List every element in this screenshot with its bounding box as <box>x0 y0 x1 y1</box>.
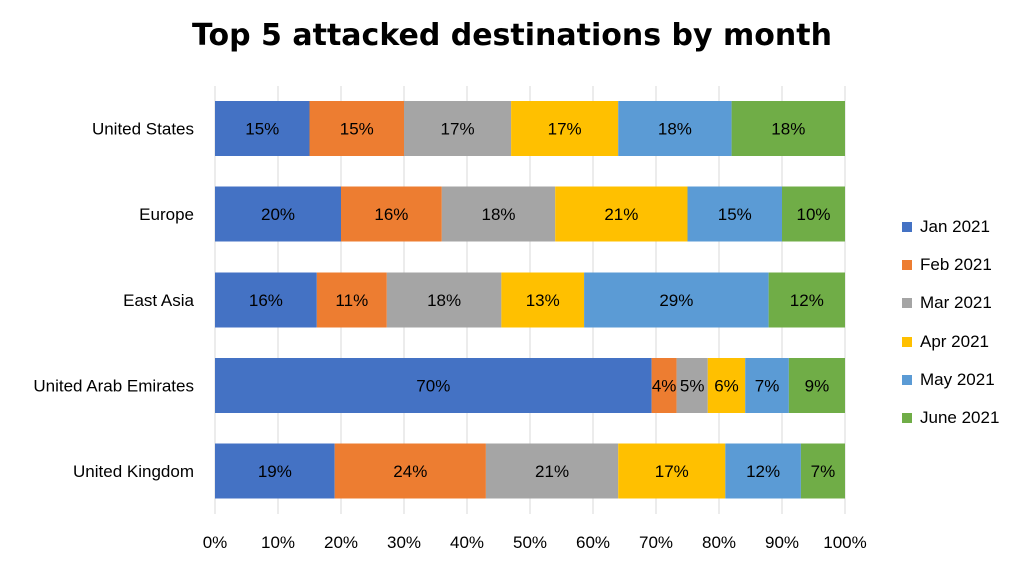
bar-segment <box>511 101 619 156</box>
x-tick-label: 100% <box>823 533 866 552</box>
legend-label: May 2021 <box>920 369 995 389</box>
data-label: 16% <box>249 291 283 310</box>
bar-segment <box>651 358 677 413</box>
legend-swatch <box>902 298 912 309</box>
data-label: 11% <box>335 291 368 310</box>
data-label: 17% <box>655 462 689 481</box>
data-label: 17% <box>441 120 475 139</box>
legend-label: June 2021 <box>920 408 1000 428</box>
data-label: 29% <box>659 291 693 310</box>
bar-segment <box>215 272 317 328</box>
bar-segment <box>334 443 486 499</box>
bar-segment <box>404 101 512 156</box>
x-tick-label: 60% <box>576 533 610 552</box>
bar-segment <box>725 443 801 499</box>
data-label: 7% <box>811 462 836 481</box>
chart-title: Top 5 attacked destinations by month <box>192 18 832 53</box>
data-label: 4% <box>652 377 677 396</box>
bar-segment <box>501 272 585 328</box>
bar-segment <box>676 358 708 413</box>
data-label: 18% <box>771 120 805 139</box>
bar-segment <box>215 443 335 499</box>
legend-item: June 2021 <box>902 399 999 437</box>
bar-segment <box>745 358 789 413</box>
x-tick-label: 70% <box>639 533 673 552</box>
bar-segment <box>584 272 769 328</box>
bar-segment <box>215 101 310 156</box>
data-label: 21% <box>535 462 569 481</box>
legend-swatch <box>902 374 912 385</box>
legend-label: Jan 2021 <box>920 217 990 237</box>
legend-swatch <box>902 336 912 347</box>
bar-segment <box>687 186 782 242</box>
legend-swatch <box>902 413 912 424</box>
legend-swatch <box>902 222 912 233</box>
data-label: 13% <box>526 291 560 310</box>
category-label: East Asia <box>123 291 194 310</box>
legend-item: Jan 2021 <box>902 208 999 246</box>
bar-segment <box>316 272 387 328</box>
x-tick-label: 30% <box>387 533 421 552</box>
legend-item: May 2021 <box>902 361 999 399</box>
bar-segment <box>707 358 746 413</box>
x-tick-label: 40% <box>450 533 484 552</box>
data-label: 12% <box>746 462 780 481</box>
data-label: 18% <box>481 205 515 224</box>
category-label: United Arab Emirates <box>33 377 194 396</box>
data-label: 16% <box>374 205 408 224</box>
bar-segment <box>782 186 845 242</box>
data-label: 21% <box>604 205 638 224</box>
bar-segment <box>215 358 652 413</box>
x-tick-label: 20% <box>324 533 358 552</box>
bar-segment <box>485 443 619 499</box>
data-label: 9% <box>805 377 830 396</box>
data-label: 15% <box>340 120 374 139</box>
data-label: 6% <box>714 377 739 396</box>
data-label: 5% <box>680 377 705 396</box>
bar-segment <box>341 186 442 242</box>
category-label: United Kingdom <box>73 462 194 481</box>
bar-segment <box>618 443 726 499</box>
legend-item: Mar 2021 <box>902 284 999 322</box>
data-label: 19% <box>258 462 292 481</box>
bar-segment <box>441 186 556 242</box>
bar-segment <box>309 101 404 156</box>
category-label: United States <box>92 120 194 139</box>
legend-label: Mar 2021 <box>920 293 992 313</box>
x-tick-label: 50% <box>513 533 547 552</box>
data-label: 18% <box>427 291 461 310</box>
legend-item: Apr 2021 <box>902 323 999 361</box>
category-label: Europe <box>139 205 194 224</box>
data-label: 15% <box>245 120 279 139</box>
bar-segment <box>386 272 502 328</box>
x-tick-label: 80% <box>702 533 736 552</box>
legend-label: Apr 2021 <box>920 331 989 351</box>
data-label: 12% <box>790 291 824 310</box>
data-label: 15% <box>718 205 752 224</box>
x-tick-label: 0% <box>203 533 228 552</box>
data-label: 7% <box>755 377 780 396</box>
data-label: 17% <box>548 120 582 139</box>
data-label: 70% <box>416 377 450 396</box>
data-label: 10% <box>796 205 830 224</box>
bar-segment <box>788 358 845 413</box>
data-label: 20% <box>261 205 295 224</box>
data-label: 24% <box>393 462 427 481</box>
legend-item: Feb 2021 <box>902 246 999 284</box>
bar-segment <box>618 101 732 156</box>
chart-legend: Jan 2021 Feb 2021 Mar 2021 Apr 2021 May 2021… <box>902 208 999 437</box>
x-tick-label: 10% <box>261 533 295 552</box>
bar-segment <box>731 101 845 156</box>
bar-segment <box>800 443 845 499</box>
legend-swatch <box>902 260 912 271</box>
bar-segment <box>768 272 845 328</box>
x-tick-label: 90% <box>765 533 799 552</box>
bar-segment <box>555 186 688 242</box>
bar-segment <box>215 186 341 242</box>
legend-label: Feb 2021 <box>920 255 992 275</box>
data-label: 18% <box>658 120 692 139</box>
